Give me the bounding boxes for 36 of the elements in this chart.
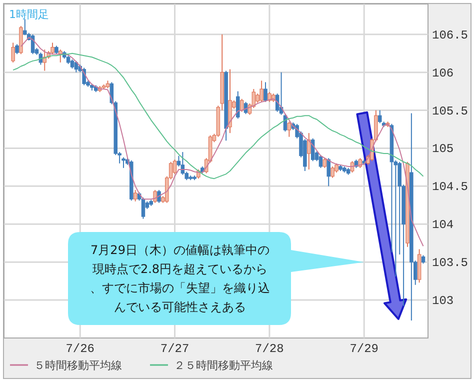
x-tick-label: 7/26 <box>66 342 95 356</box>
candlestick <box>322 158 327 168</box>
candlestick <box>307 132 311 170</box>
x-tick-label: 7/27 <box>160 342 190 356</box>
candlestick <box>153 189 157 204</box>
annotation: 7月29日（木）の値幅は執筆中の現時点で2.8円を超えているから、すでに市場の「失望」を織り込んでいる可能性さえある <box>90 243 270 314</box>
y-tick-label: 105.5 <box>432 104 468 118</box>
y-tick-label: 106.5 <box>432 28 468 42</box>
candlestick <box>58 49 62 63</box>
callout: 7月29日（木）の値幅は執筆中の現時点で2.8円を超えているから、すでに市場の「失望」を織り込んでいる可能性さえある <box>68 232 364 325</box>
y-tick-label: 104.5 <box>432 180 468 194</box>
y-tick-label: 105 <box>432 142 454 156</box>
candlestick <box>287 121 292 138</box>
candlestick <box>236 90 240 120</box>
y-tick-label: 106 <box>432 66 454 80</box>
candlestick <box>11 42 15 63</box>
y-tick-label: 103.5 <box>432 256 468 270</box>
y-tick-label: 103 <box>432 294 454 308</box>
x-tick-label: 7/29 <box>350 342 379 356</box>
candlestick <box>326 158 330 187</box>
candlestick <box>15 44 19 55</box>
candlestick <box>42 49 47 72</box>
y-tick-label: 104 <box>432 218 454 232</box>
candlestick <box>133 189 138 202</box>
candlestick <box>70 58 74 70</box>
candlestick <box>318 154 323 168</box>
candlestick <box>157 189 161 204</box>
candlestick <box>264 82 268 102</box>
candlestick <box>330 166 334 178</box>
annotation: 1時間足 <box>9 8 49 21</box>
x-tick-label: 7/28 <box>255 342 284 356</box>
legend-label: ２５時間移動平均線 <box>174 359 273 372</box>
candlestick <box>260 80 264 102</box>
legend-label: ５時間移動平均線 <box>34 359 122 372</box>
candlestick <box>378 110 382 124</box>
candlestick <box>50 42 54 55</box>
